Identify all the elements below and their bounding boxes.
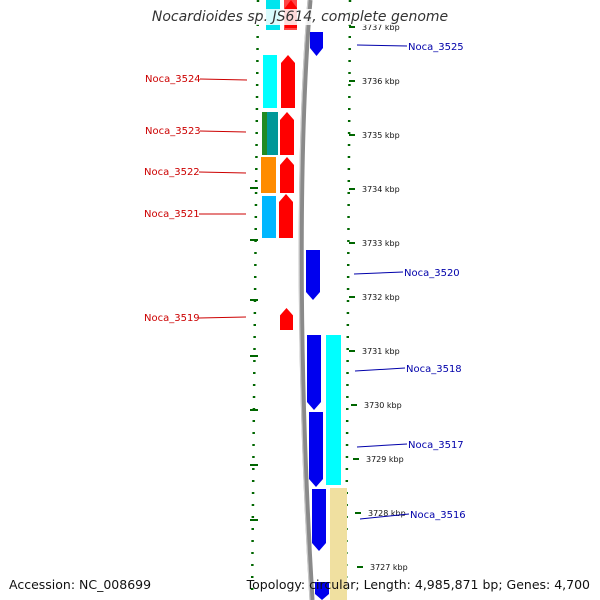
cog-bar (326, 335, 341, 485)
gene-label-noca-3523[interactable]: Noca_3523 (145, 126, 201, 137)
genome-title: Nocardioides sp. JS614, complete genome (0, 9, 600, 25)
ruler-ticks (250, 26, 363, 568)
gene-label-leader (353, 271, 404, 275)
gene-label-leader (198, 171, 247, 174)
gene-label-leader (359, 513, 410, 520)
gene-label-noca-3522[interactable]: Noca_3522 (144, 167, 200, 178)
gene-label-leader (356, 44, 408, 47)
accession-text: Accession: NC_008699 (9, 577, 152, 592)
reverse-gene-arrow (310, 32, 323, 56)
gene-label-noca-3525[interactable]: Noca_3525 (408, 42, 464, 53)
gene-label-leader (354, 367, 406, 372)
genome-backbone (298, 0, 315, 600)
ruler-label: 3729 kbp (366, 455, 404, 464)
reverse-gene-arrow (309, 412, 323, 487)
reverse-gene-arrow (312, 489, 326, 551)
reverse-gene-arrow (307, 335, 321, 410)
reverse-gene-arrow (315, 582, 329, 600)
forward-gene-arrow (280, 157, 294, 193)
ruler-label: 3734 kbp (362, 185, 400, 194)
gene-label-noca-3516[interactable]: Noca_3516 (410, 510, 466, 521)
ruler-label: 3737 kbp (362, 23, 400, 32)
gene-label-noca-3524[interactable]: Noca_3524 (145, 74, 201, 85)
ruler-label: 3727 kbp (370, 563, 408, 572)
ruler-label: 3732 kbp (362, 293, 400, 302)
forward-gene-arrow (281, 55, 295, 108)
forward-gene-arrow (279, 194, 293, 238)
ruler-label: 3728 kbp (368, 509, 406, 518)
cog-bar (262, 196, 276, 238)
gene-label-leader (199, 130, 247, 133)
gene-label-noca-3520[interactable]: Noca_3520 (404, 268, 460, 279)
gene-label-noca-3518[interactable]: Noca_3518 (406, 364, 462, 375)
topology-text: Topology: circular; Length: 4,985,871 bp… (246, 577, 590, 592)
cog-color-bars (261, 0, 347, 600)
ruler-label: 3736 kbp (362, 77, 400, 86)
forward-gene-arrow (280, 308, 293, 330)
forward-gene-arrow (280, 112, 294, 155)
gene-label-noca-3519[interactable]: Noca_3519 (144, 313, 200, 324)
ruler-label: 3735 kbp (362, 131, 400, 140)
left-gene-labels: Noca_3524 Noca_3523 Noca_3522 Noca_3521 Noca… (144, 74, 248, 324)
gene-label-noca-3517[interactable]: Noca_3517 (408, 440, 464, 451)
cog-bar (263, 55, 277, 108)
gene-label-noca-3521[interactable]: Noca_3521 (144, 209, 200, 220)
cog-bar (330, 488, 347, 600)
ruler-label: 3733 kbp (362, 239, 400, 248)
reverse-gene-arrow (306, 250, 320, 300)
gene-label-leader (198, 316, 247, 319)
ruler-labels: 3737 kbp 3736 kbp 3735 kbp 3734 kbp 3733 kbp… (362, 23, 408, 572)
gene-label-leader (356, 443, 408, 448)
dotted-guide-line (344, 0, 352, 600)
right-gene-labels: Noca_3525 Noca_3520 Noca_3518 Noca_3517 Noca… (353, 42, 466, 521)
gene-arrows (279, 0, 329, 600)
ruler-label: 3731 kbp (362, 347, 400, 356)
cog-bar (261, 157, 276, 193)
ruler-label: 3730 kbp (364, 401, 402, 410)
cog-bar (267, 112, 278, 155)
gene-label-leader (199, 78, 248, 81)
cog-bar (262, 112, 267, 155)
